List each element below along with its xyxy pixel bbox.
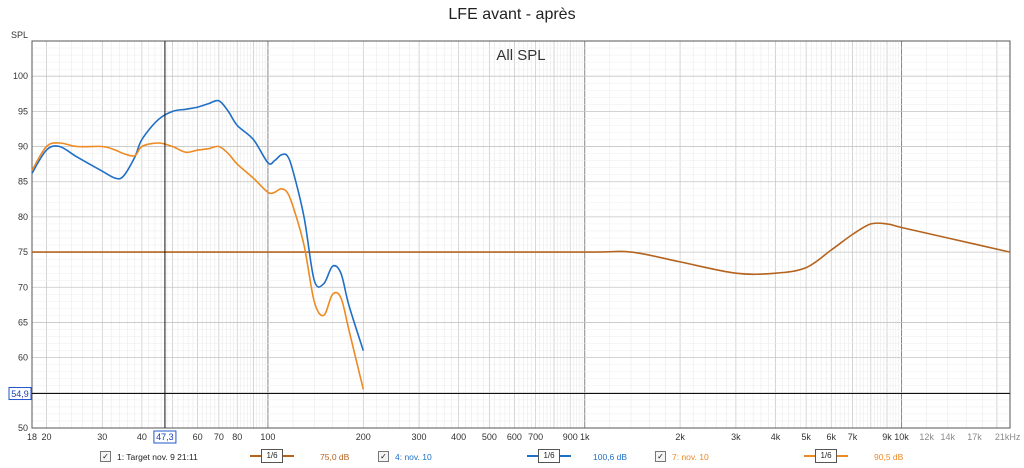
x-tick-label: 300 xyxy=(412,432,427,442)
x-tick-label: 7k xyxy=(848,432,858,442)
legend-checkbox-target[interactable]: ✓ xyxy=(100,451,111,462)
legend-value-nov10-blue: 100,6 dB xyxy=(593,452,628,462)
y-tick-label: 85 xyxy=(18,177,28,187)
x-tick-label: 500 xyxy=(482,432,497,442)
x-tick-label: 40 xyxy=(137,432,147,442)
x-tick-label: 100 xyxy=(260,432,275,442)
legend-smoothing-label-target: 1/6 xyxy=(261,449,283,463)
y-tick-label: 65 xyxy=(18,317,28,327)
legend-value-nov10-orange: 90,5 dB xyxy=(874,452,904,462)
y-axis-label: SPL xyxy=(11,30,29,40)
x-tick-label: 5k xyxy=(801,432,811,442)
plot-area xyxy=(32,41,1010,428)
x-tick-label: 17k xyxy=(967,432,982,442)
x-tick-label: 9k xyxy=(882,432,892,442)
x-tick-label: 30 xyxy=(97,432,107,442)
series-nov10-orange-line[interactable] xyxy=(31,142,365,390)
x-tick-label: 700 xyxy=(528,432,543,442)
x-tick-label: 2k xyxy=(675,432,685,442)
legend-label-target: 1: Target nov. 9 21:11 xyxy=(117,451,198,462)
series-target-line[interactable] xyxy=(32,222,1011,276)
plot-subtitle: All SPL xyxy=(496,47,545,64)
x-tick-label: 70 xyxy=(214,432,224,442)
x-tick-label: 60 xyxy=(193,432,203,442)
legend-checkbox-nov10-orange[interactable]: ✓ xyxy=(655,451,666,462)
legend-item-nov10-orange[interactable]: ✓ 7: nov. 10 xyxy=(655,451,709,462)
x-tick-label: 80 xyxy=(232,432,242,442)
legend-item-nov10-blue[interactable]: ✓ 4: nov. 10 xyxy=(378,451,432,462)
y-tick-label: 75 xyxy=(18,247,28,257)
legend-smoothing-label-nov10-blue: 1/6 xyxy=(538,449,560,463)
x-tick-label: 600 xyxy=(507,432,522,442)
y-tick-label: 60 xyxy=(18,353,28,363)
x-tick-label: 20 xyxy=(41,432,51,442)
x-tick-label: 10k xyxy=(894,432,909,442)
legend-label-nov10-blue: 4: nov. 10 xyxy=(395,451,432,462)
cursor-y-readout: 54,9 xyxy=(11,389,29,399)
y-tick-label: 50 xyxy=(18,423,28,433)
x-tick-label: 900 xyxy=(563,432,578,442)
cursor-y-readout-box xyxy=(8,387,32,401)
legend-checkbox-nov10-blue[interactable]: ✓ xyxy=(378,451,389,462)
legend-bar: ✓ 1: Target nov. 9 21:11 1/6 75,0 dB ✓ 4… xyxy=(0,448,1024,468)
x-tick-label: 4k xyxy=(771,432,781,442)
x-tick-label: 200 xyxy=(356,432,371,442)
y-tick-label: 95 xyxy=(18,106,28,116)
legend-smoothing-nov10-blue[interactable]: 1/6 xyxy=(527,449,571,463)
y-tick-label: 70 xyxy=(18,282,28,292)
x-tick-label: 14k xyxy=(941,432,956,442)
plot-border xyxy=(31,40,1011,429)
spl-chart[interactable]: All SPL505560657075808590951001820304060… xyxy=(0,0,1024,448)
y-tick-label: 80 xyxy=(18,212,28,222)
x-tick-label: 3k xyxy=(731,432,741,442)
legend-label-nov10-orange: 7: nov. 10 xyxy=(672,451,709,462)
legend-value-target: 75,0 dB xyxy=(320,452,350,462)
chart-title: LFE avant - après xyxy=(448,6,576,23)
y-tick-label: 100 xyxy=(13,71,28,81)
legend-smoothing-nov10-orange[interactable]: 1/6 xyxy=(804,449,848,463)
x-tick-label: 12k xyxy=(919,432,934,442)
x-tick-label: 18 xyxy=(27,432,37,442)
legend-smoothing-label-nov10-orange: 1/6 xyxy=(815,449,837,463)
cursor-x-readout-box xyxy=(153,430,177,444)
y-tick-label: 90 xyxy=(18,142,28,152)
x-tick-label: 6k xyxy=(826,432,836,442)
cursor-x-readout: 47,3 xyxy=(156,432,174,442)
x-tick-label: 400 xyxy=(451,432,466,442)
x-tick-label: 1k xyxy=(580,432,590,442)
legend-item-target[interactable]: ✓ 1: Target nov. 9 21:11 xyxy=(100,451,198,462)
legend-smoothing-target[interactable]: 1/6 xyxy=(250,449,294,463)
x-tick-label: 21kHz xyxy=(995,432,1021,442)
series-nov10-blue-line[interactable] xyxy=(31,99,365,351)
